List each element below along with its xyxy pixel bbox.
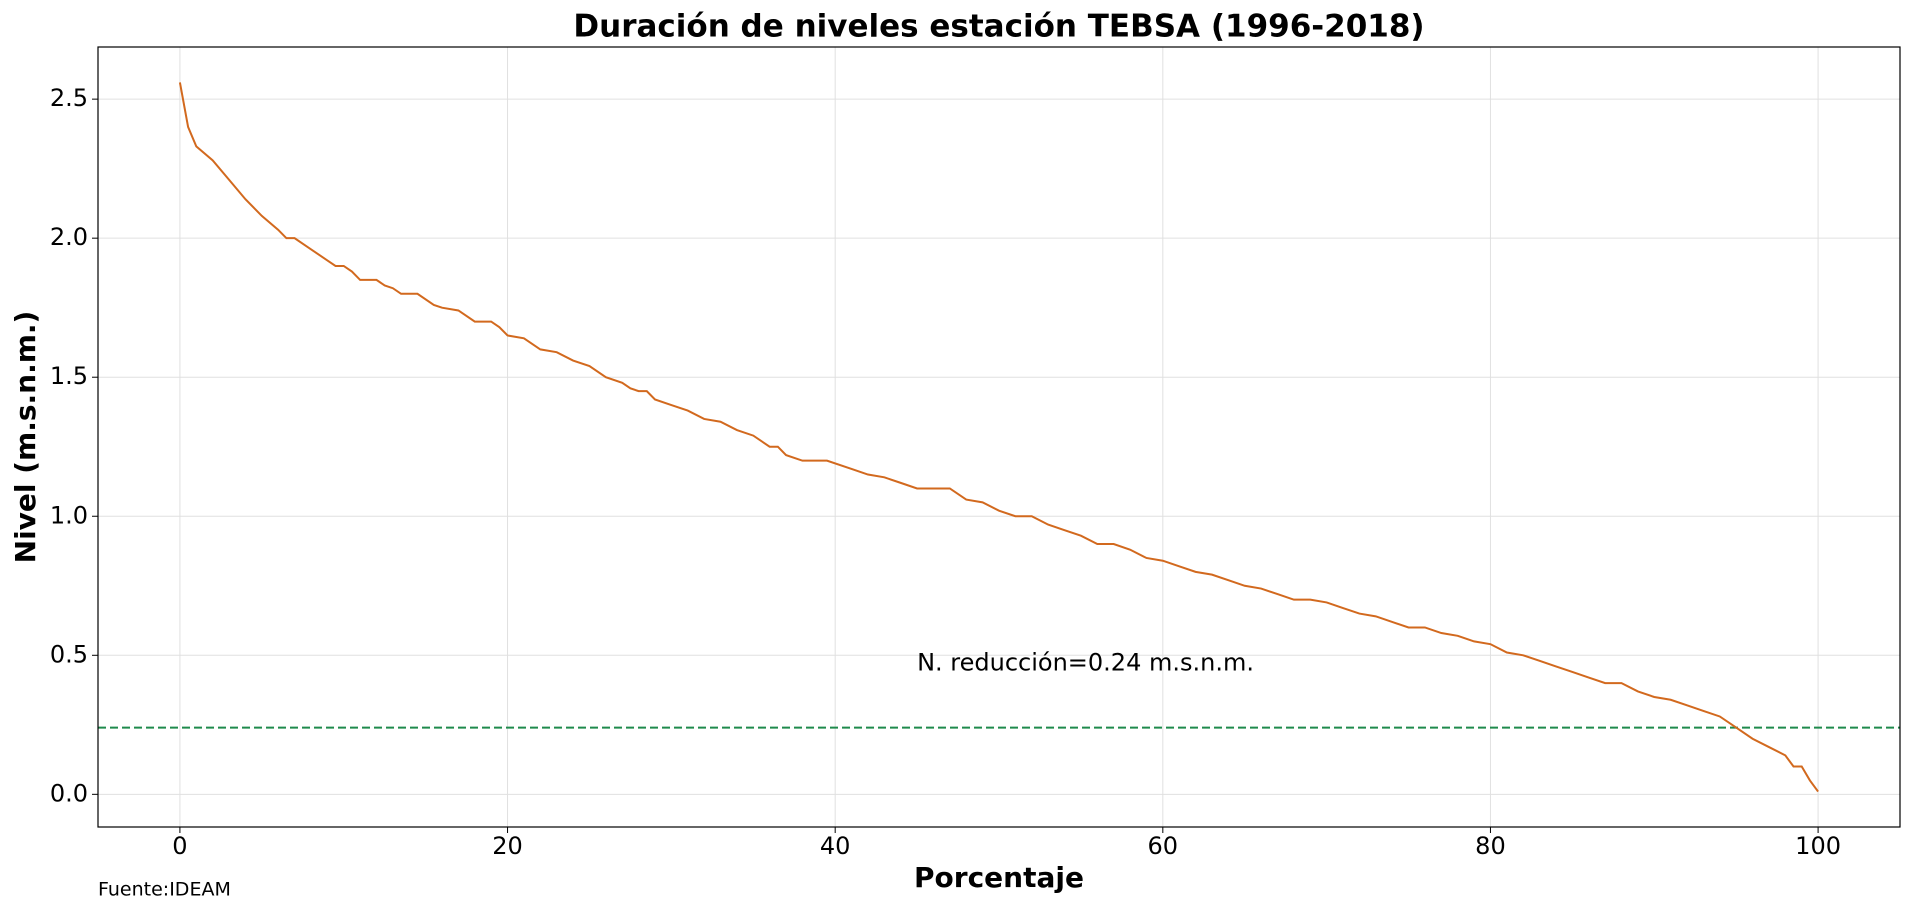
annotation: N. reducción=0.24 m.s.n.m. [917,649,1254,677]
y-tick-label: 1.5 [50,362,88,390]
source-note: Fuente:IDEAM [98,879,231,901]
x-axis-label: Porcentaje [914,861,1084,894]
y-tick-label: 0.0 [50,779,88,807]
chart-title: Duración de niveles estación TEBSA (1996… [573,9,1424,45]
x-tick-label: 80 [1475,832,1506,860]
plot-frame [97,46,1901,828]
x-tick-label: 100 [1795,832,1841,860]
x-tick-label: 20 [492,832,523,860]
x-tick-label: 40 [820,832,851,860]
y-tick-label: 0.5 [50,640,88,668]
y-tick-label: 2.5 [50,84,88,112]
x-tick-label: 0 [172,832,187,860]
data-line [178,82,1819,793]
y-tick-label: 2.0 [50,223,88,251]
y-tick-label: 1.0 [50,501,88,529]
x-tick-label: 60 [1148,832,1179,860]
y-axis-label: Nivel (m.s.n.m.) [9,311,42,564]
